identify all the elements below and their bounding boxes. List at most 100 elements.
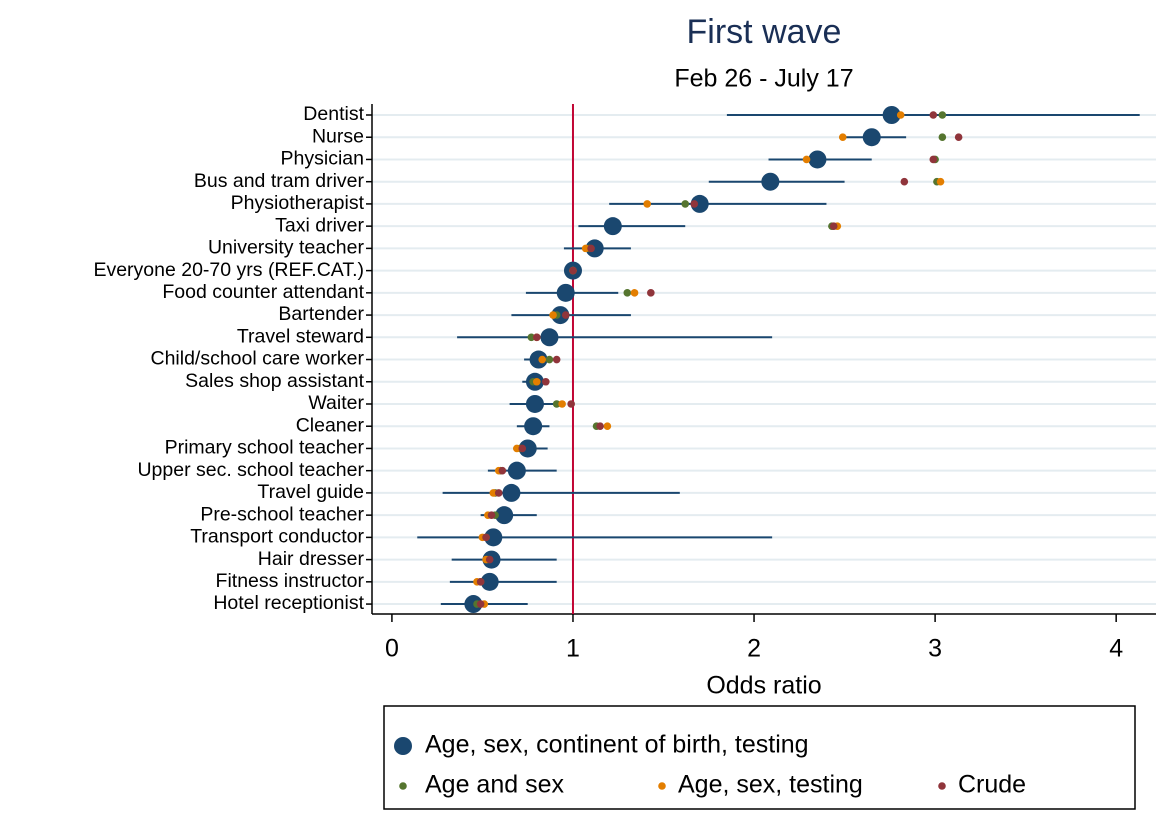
estimate-dot-small [489,489,498,497]
y-tick-label: Everyone 20-70 yrs (REF.CAT.) [93,259,364,281]
estimate-dot-small [498,466,507,475]
estimate-dot-small [545,355,554,364]
estimate-dot-small [538,355,546,364]
estimate-dot-small [596,422,604,431]
estimate-dot-small [581,244,590,253]
estimate-dot [518,439,537,458]
legend-label: Age and sex [425,771,564,799]
y-tick-label: Physician [281,148,364,170]
estimate-dot [862,128,881,147]
estimate-dot-small [476,578,485,586]
estimate-dot-small [476,600,485,608]
estimate-dot-small [485,555,494,564]
x-tick-label: 2 [747,635,761,663]
estimate-dot-small [567,400,575,408]
y-tick-label: University teacher [208,237,365,259]
legend-marker [399,782,407,790]
estimate-dot-small [603,422,612,431]
estimate-dot [525,394,544,413]
estimate-dot [507,461,526,480]
y-tick-label: Pre-school teacher [200,503,364,525]
estimate-dot-small [532,333,541,342]
estimate-dot-small [936,177,945,186]
y-tick-label: Child/school care worker [150,348,364,370]
y-tick-label: Travel guide [257,481,364,503]
y-tick-label: Bus and tram driver [194,170,365,192]
legend-label: Age, sex, continent of birth, testing [425,731,809,759]
y-tick-label: Taxi driver [275,214,364,236]
estimate-dot [480,572,499,591]
estimate-dot-small [929,155,938,164]
legend-box [383,705,1136,810]
estimate-dot-small [569,266,577,275]
x-tick-label: 4 [1109,635,1123,663]
estimate-dot-small [630,289,639,297]
x-tick-label: 1 [566,635,580,663]
estimate-dot-small [487,511,496,519]
estimate-dot-small [896,111,905,119]
x-axis-label: Odds ratio [706,672,821,700]
estimate-dot-small [542,377,550,386]
y-tick-label: Food counter attendant [162,281,364,303]
estimate-dot [524,417,543,436]
estimate-dot-small [900,177,909,186]
estimate-dot [761,172,780,191]
estimate-dot [502,483,521,502]
y-tick-label: Upper sec. school teacher [137,459,364,481]
estimate-dot-small [552,400,561,408]
y-tick-label: Dentist [303,103,364,125]
y-tick-label: Bartender [278,303,364,325]
estimate-dot-small [552,355,561,364]
estimate-dot-small [647,289,655,297]
y-tick-label: Fitness instructor [216,570,365,592]
estimate-dot [808,150,827,169]
chart-subtitle: Feb 26 - July 17 [674,65,853,93]
legend-marker [394,737,412,755]
x-tick-label: 3 [928,635,942,663]
y-tick-label: Nurse [312,125,364,147]
y-tick-label: Hotel receptionist [213,592,364,614]
estimate-dot [556,283,575,302]
estimate-dot-small [938,133,947,142]
y-tick-label: Physiotherapist [231,192,365,214]
y-tick-label: Hair dresser [258,548,365,570]
y-tick-label: Transport conductor [190,526,364,548]
y-tick-label: Primary school teacher [165,437,365,459]
estimate-dot-small [513,444,521,453]
estimate-dot-small [938,111,947,119]
estimate-dot-small [829,222,838,230]
estimate-dot [603,217,622,236]
estimate-dot-small [494,489,503,497]
estimate-dot-small [561,311,570,319]
legend-marker [658,782,666,790]
estimate-dot [690,194,709,213]
legend-label: Crude [958,771,1026,799]
estimate-dot [882,106,901,124]
estimate-dot-small [527,333,536,342]
estimate-dot [495,506,514,525]
estimate-dot-small [558,400,566,408]
estimate-dot-small [518,444,527,453]
legend-marker [938,782,946,790]
estimate-dot [540,328,559,347]
estimate-dot-small [532,377,541,386]
y-tick-label: Sales shop assistant [185,370,364,392]
estimate-dot-small [643,200,652,208]
estimate-dot [484,528,503,547]
estimate-dot-small [623,289,632,297]
x-tick-label: 0 [385,635,399,663]
estimate-dot-small [681,200,690,208]
y-tick-label: Waiter [308,392,364,414]
estimate-dot-small [838,133,847,142]
legend-label: Age, sex, testing [678,771,863,799]
estimate-dot-small [482,533,490,542]
y-tick-label: Cleaner [296,414,365,436]
chart-title: First wave [687,13,842,51]
estimate-dot-small [802,155,811,164]
estimate-dot-small [587,244,595,253]
y-tick-label: Travel steward [237,325,364,347]
estimate-dot-small [549,311,557,319]
estimate-dot-small [690,200,699,208]
estimate-dot-small [954,133,963,142]
